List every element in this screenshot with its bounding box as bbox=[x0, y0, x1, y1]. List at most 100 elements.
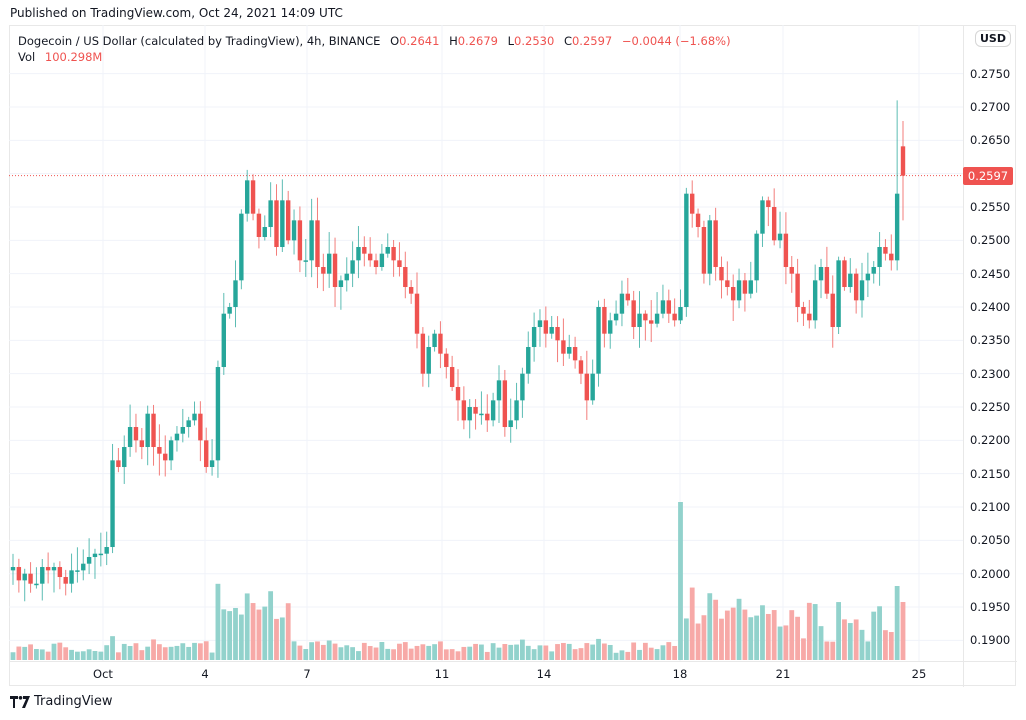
candle-body[interactable] bbox=[900, 146, 906, 176]
candle-body[interactable] bbox=[555, 327, 560, 341]
candle-body[interactable] bbox=[479, 413, 484, 416]
candle-body[interactable] bbox=[408, 287, 414, 294]
candle-body[interactable] bbox=[45, 567, 51, 571]
candle-body[interactable] bbox=[789, 267, 794, 274]
candle-body[interactable] bbox=[233, 280, 238, 308]
candle-body[interactable] bbox=[110, 460, 115, 548]
candle-body[interactable] bbox=[309, 220, 314, 261]
candle-body[interactable] bbox=[186, 420, 191, 428]
candle-body[interactable] bbox=[438, 333, 443, 354]
candle-body[interactable] bbox=[666, 300, 671, 314]
candle-body[interactable] bbox=[508, 420, 513, 428]
volume-label[interactable]: Vol bbox=[18, 50, 36, 64]
candle-body[interactable] bbox=[145, 413, 150, 448]
candle-body[interactable] bbox=[672, 313, 677, 321]
candle-body[interactable] bbox=[754, 233, 759, 281]
candle-body[interactable] bbox=[426, 347, 431, 374]
candle-body[interactable] bbox=[748, 280, 753, 294]
candle-body[interactable] bbox=[204, 440, 209, 468]
candle-body[interactable] bbox=[842, 260, 847, 288]
candle-body[interactable] bbox=[303, 260, 308, 262]
candle-body[interactable] bbox=[719, 267, 724, 281]
candle-body[interactable] bbox=[584, 373, 590, 401]
candle-body[interactable] bbox=[807, 313, 812, 321]
candle-body[interactable] bbox=[444, 353, 449, 368]
candle-body[interactable] bbox=[830, 293, 835, 328]
candle-body[interactable] bbox=[285, 200, 291, 241]
candle-body[interactable] bbox=[619, 293, 625, 314]
candle-body[interactable] bbox=[771, 207, 777, 241]
candle-body[interactable] bbox=[643, 313, 648, 321]
candle-body[interactable] bbox=[561, 340, 566, 354]
candle-body[interactable] bbox=[414, 293, 420, 334]
candle-body[interactable] bbox=[385, 247, 390, 254]
candle-body[interactable] bbox=[490, 400, 496, 421]
candle-body[interactable] bbox=[818, 267, 824, 281]
candle-body[interactable] bbox=[151, 413, 156, 448]
candle-body[interactable] bbox=[625, 293, 631, 301]
candle-body[interactable] bbox=[350, 260, 355, 274]
candle-body[interactable] bbox=[865, 273, 871, 281]
candle-body[interactable] bbox=[871, 267, 876, 274]
candle-body[interactable] bbox=[22, 573, 27, 581]
candle-body[interactable] bbox=[180, 427, 186, 434]
price-axis[interactable] bbox=[963, 25, 1017, 661]
candle-body[interactable] bbox=[209, 460, 215, 468]
candle-body[interactable] bbox=[168, 440, 174, 461]
candle-body[interactable] bbox=[549, 327, 554, 334]
candle-body[interactable] bbox=[660, 300, 666, 314]
candle-body[interactable] bbox=[695, 213, 701, 228]
candle-body[interactable] bbox=[250, 180, 256, 214]
candle-body[interactable] bbox=[795, 273, 800, 308]
candle-body[interactable] bbox=[730, 287, 736, 301]
candle-body[interactable] bbox=[356, 247, 361, 261]
candle-body[interactable] bbox=[455, 387, 461, 401]
candle-body[interactable] bbox=[10, 567, 16, 571]
candle-body[interactable] bbox=[467, 407, 472, 421]
candle-body[interactable] bbox=[812, 280, 818, 321]
candle-body[interactable] bbox=[192, 413, 197, 421]
candle-body[interactable] bbox=[127, 427, 133, 448]
candle-body[interactable] bbox=[637, 313, 642, 328]
candle-body[interactable] bbox=[239, 213, 244, 281]
candle-body[interactable] bbox=[63, 577, 68, 584]
candle-body[interactable] bbox=[373, 260, 379, 268]
candle-body[interactable] bbox=[75, 570, 80, 572]
candle-body[interactable] bbox=[420, 333, 426, 374]
candle-body[interactable] bbox=[613, 313, 619, 321]
candle-body[interactable] bbox=[777, 233, 783, 241]
candle-body[interactable] bbox=[485, 413, 490, 421]
candle-body[interactable] bbox=[567, 347, 572, 354]
candle-body[interactable] bbox=[57, 567, 63, 578]
candle-body[interactable] bbox=[526, 347, 531, 374]
candle-body[interactable] bbox=[877, 247, 882, 268]
candle-body[interactable] bbox=[81, 563, 86, 571]
candle-body[interactable] bbox=[894, 193, 900, 261]
candle-body[interactable] bbox=[496, 380, 502, 401]
candle-body[interactable] bbox=[684, 193, 689, 308]
candle-body[interactable] bbox=[227, 307, 232, 314]
candle-body[interactable] bbox=[537, 320, 543, 328]
candle-body[interactable] bbox=[315, 220, 320, 268]
candle-body[interactable] bbox=[725, 280, 730, 288]
candle-body[interactable] bbox=[291, 220, 297, 241]
candle-body[interactable] bbox=[391, 247, 396, 261]
candle-body[interactable] bbox=[274, 200, 279, 248]
candle-body[interactable] bbox=[86, 557, 92, 564]
candle-body[interactable] bbox=[572, 347, 578, 361]
candle-body[interactable] bbox=[256, 213, 262, 238]
candle-body[interactable] bbox=[69, 570, 74, 584]
candle-body[interactable] bbox=[531, 327, 537, 348]
candle-body[interactable] bbox=[883, 247, 888, 254]
candle-body[interactable] bbox=[596, 307, 601, 374]
candle-body[interactable] bbox=[713, 220, 718, 268]
candle-body[interactable] bbox=[848, 273, 853, 288]
candle-body[interactable] bbox=[297, 220, 303, 261]
candle-body[interactable] bbox=[502, 380, 508, 428]
candle-body[interactable] bbox=[163, 453, 168, 461]
chart-plot-area[interactable] bbox=[9, 25, 963, 661]
candle-body[interactable] bbox=[28, 573, 33, 584]
candle-body[interactable] bbox=[104, 547, 109, 554]
candle-body[interactable] bbox=[649, 320, 654, 324]
candle-body[interactable] bbox=[590, 373, 595, 401]
